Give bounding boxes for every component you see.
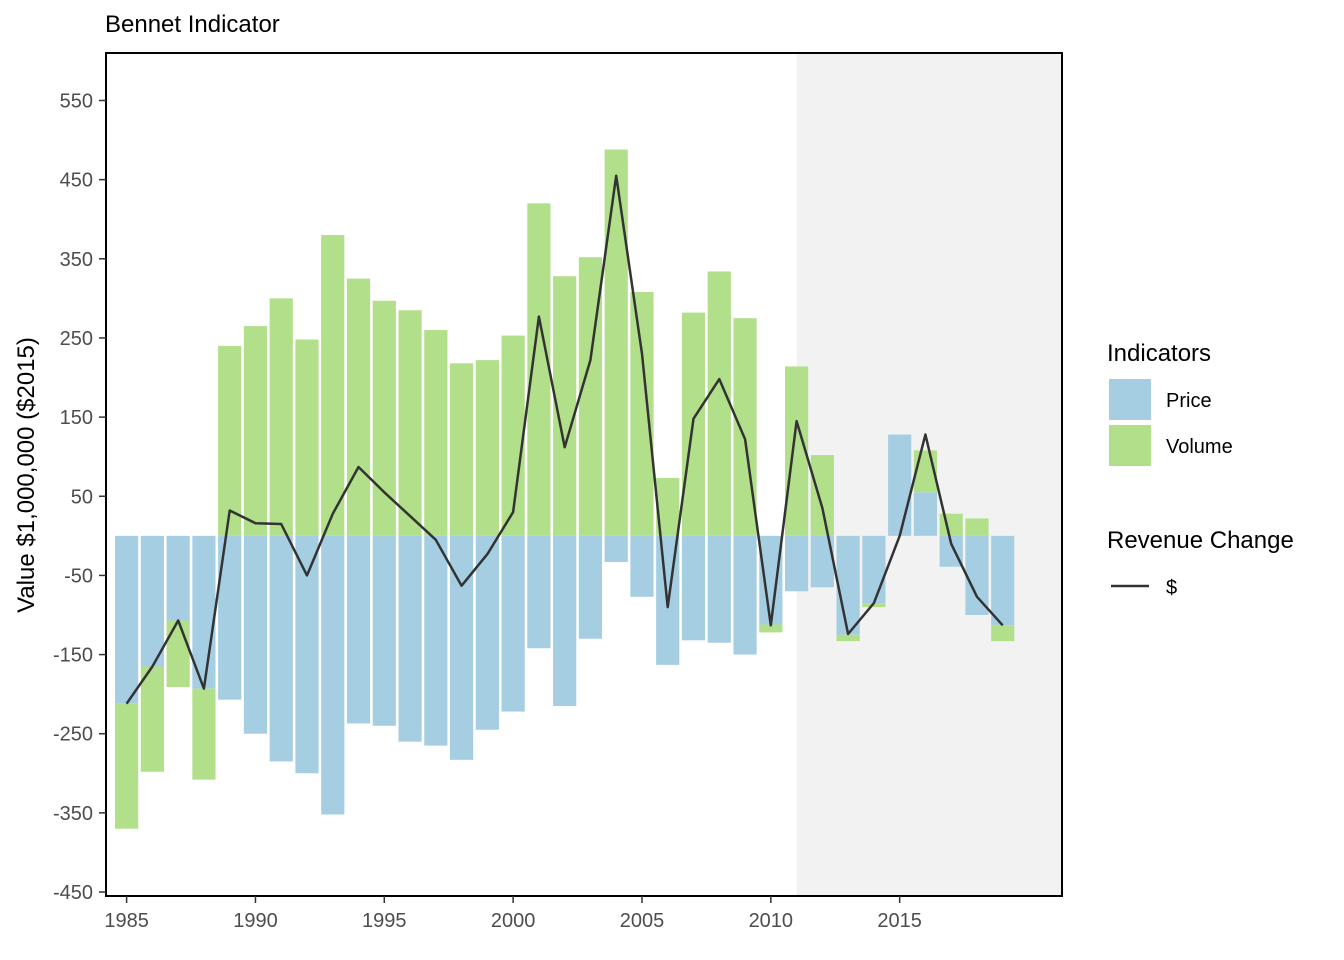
y-tick-label: 250 — [60, 328, 93, 350]
plot-border — [105, 52, 1063, 897]
bar-price-2010 — [759, 535, 783, 625]
bar-price-2019 — [991, 535, 1015, 626]
bar-volume-1999 — [475, 360, 499, 536]
bar-volume-1993 — [321, 235, 345, 536]
bar-price-1986 — [140, 535, 164, 667]
bar-volume-1991 — [269, 298, 293, 536]
bar-price-2004 — [604, 535, 628, 562]
bar-volume-2010 — [759, 624, 783, 633]
legend: Indicators Price Volume Revenue Change $ — [1107, 340, 1294, 599]
bar-price-2007 — [681, 535, 706, 641]
chart-title: Bennet Indicator — [105, 11, 280, 38]
bar-price-1995 — [372, 535, 396, 726]
bar-volume-1996 — [398, 310, 422, 536]
bar-price-2016 — [913, 492, 938, 536]
bar-price-2002 — [553, 535, 577, 707]
bar-volume-1992 — [295, 339, 319, 536]
legend-label-volume: Volume — [1166, 436, 1233, 458]
bar-volume-2006 — [656, 478, 680, 536]
x-tick-label: 2000 — [491, 910, 536, 932]
legend-title-indicators: Indicators — [1107, 340, 1211, 367]
bars-group — [115, 149, 1015, 829]
bar-volume-2017 — [939, 513, 963, 536]
bar-price-2018 — [965, 535, 989, 615]
bar-volume-2014 — [862, 603, 886, 608]
bar-volume-1988 — [192, 688, 216, 780]
x-tick-label: 2010 — [749, 910, 794, 932]
bar-volume-2000 — [501, 335, 525, 536]
y-tick-label: 450 — [60, 170, 93, 192]
y-tick-label: 150 — [60, 407, 93, 429]
y-tick-label: -150 — [53, 645, 93, 667]
bar-volume-2001 — [527, 203, 551, 536]
plot-area — [105, 52, 1063, 897]
bar-price-1991 — [269, 535, 293, 762]
line-layer — [125, 174, 1004, 705]
bar-price-1992 — [295, 535, 319, 774]
bar-volume-2008 — [707, 271, 731, 536]
y-tick-label: 550 — [60, 90, 93, 112]
bar-volume-2019 — [991, 625, 1015, 642]
bar-volume-1995 — [372, 300, 396, 536]
bar-volume-2011 — [784, 366, 809, 536]
bar-volume-1986 — [140, 666, 164, 772]
y-tick-label: -450 — [53, 882, 93, 904]
bar-price-2014 — [862, 535, 886, 604]
bar-volume-1989 — [218, 345, 242, 536]
bar-volume-1990 — [243, 326, 268, 536]
bar-price-1994 — [346, 535, 371, 724]
y-tick-label: -250 — [53, 724, 93, 746]
bar-volume-2018 — [965, 518, 989, 536]
x-tick-label: 1990 — [233, 910, 278, 932]
x-tick-label: 1995 — [362, 910, 407, 932]
y-tick-label: 350 — [60, 249, 93, 271]
bar-volume-1987 — [166, 620, 190, 688]
bar-price-1993 — [321, 535, 345, 815]
bar-price-1996 — [398, 535, 422, 742]
x-axis: 1985 1990 1995 2000 2005 2010 2015 — [104, 896, 922, 932]
bar-price-2012 — [810, 535, 834, 588]
revenue-change-line — [125, 174, 1004, 705]
bar-volume-2002 — [553, 276, 577, 536]
bar-price-1990 — [243, 535, 268, 734]
bar-price-2001 — [527, 535, 551, 649]
bar-volume-1997 — [424, 330, 448, 536]
bar-volume-2013 — [836, 634, 860, 642]
bar-price-2009 — [733, 535, 757, 655]
bar-price-2013 — [836, 535, 860, 635]
x-tick-label: 2005 — [620, 910, 665, 932]
bar-price-1989 — [218, 535, 242, 700]
y-tick-label: -350 — [53, 803, 93, 825]
y-axis: 550 450 350 250 150 50 -50 -150 -250 -350 -450 — [53, 90, 106, 904]
y-tick-label: 50 — [71, 486, 93, 508]
legend-key-volume — [1109, 425, 1151, 466]
bar-price-2015 — [888, 434, 912, 536]
x-tick-label: 1985 — [104, 910, 149, 932]
bar-price-2003 — [578, 535, 603, 639]
bar-volume-1994 — [346, 278, 371, 536]
bar-price-1985 — [115, 535, 139, 704]
bar-volume-1985 — [115, 703, 139, 829]
bar-volume-2005 — [630, 292, 654, 536]
legend-label-price: Price — [1166, 390, 1212, 412]
bar-price-2008 — [707, 535, 731, 643]
y-tick-label: -50 — [64, 565, 93, 587]
bar-volume-2004 — [604, 149, 628, 536]
bar-volume-2012 — [810, 455, 834, 536]
bar-price-2005 — [630, 535, 654, 597]
y-axis-title: Value $1,000,000 ($2015) — [13, 337, 40, 613]
bar-price-1987 — [166, 535, 190, 621]
bar-price-1998 — [450, 535, 474, 760]
bar-volume-1998 — [450, 363, 474, 536]
legend-title-revenue-change: Revenue Change — [1107, 527, 1294, 554]
bar-price-2017 — [939, 535, 963, 567]
bar-price-2000 — [501, 535, 525, 712]
bar-price-1997 — [424, 535, 448, 746]
legend-key-price — [1109, 379, 1151, 420]
bar-price-1999 — [475, 535, 499, 730]
legend-label-revenue: $ — [1166, 577, 1177, 599]
x-tick-label: 2015 — [877, 910, 922, 932]
bar-price-2011 — [784, 535, 809, 592]
